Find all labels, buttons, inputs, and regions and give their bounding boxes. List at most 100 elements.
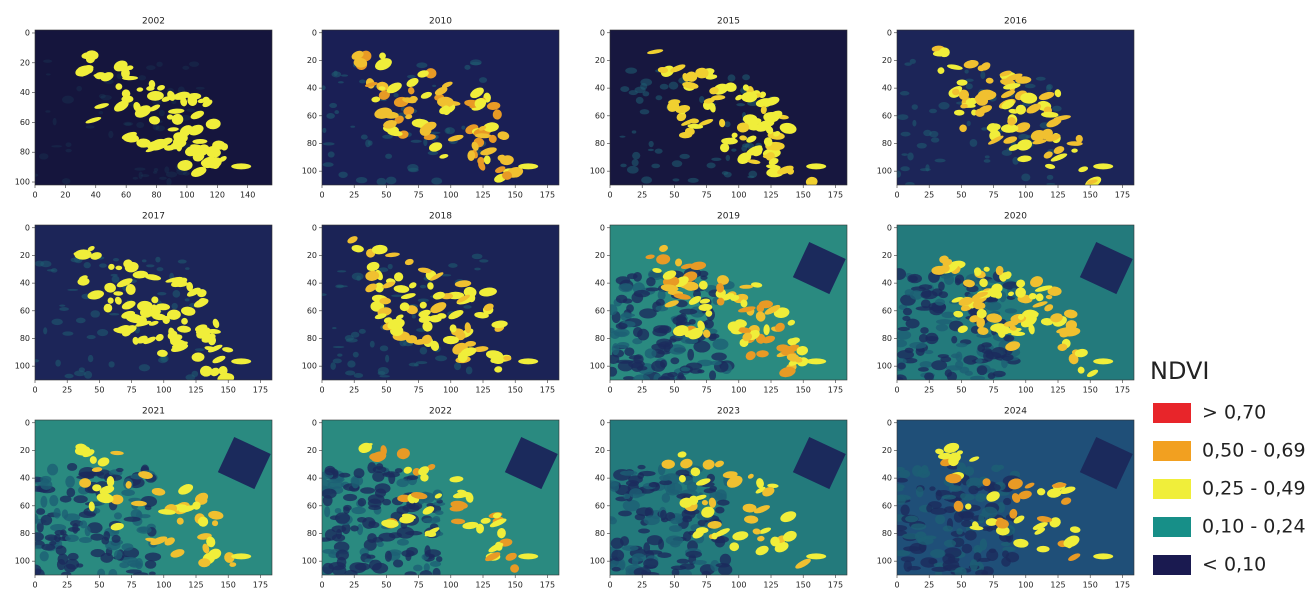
- texture: [343, 494, 357, 501]
- x-tick-label: 25: [637, 386, 647, 395]
- y-tick-label: 40: [20, 279, 30, 288]
- x-tick-label: 175: [540, 191, 555, 200]
- texture: [433, 568, 441, 578]
- texture: [382, 135, 393, 139]
- texture: [474, 268, 481, 271]
- texture: [420, 285, 426, 288]
- texture: [406, 547, 418, 556]
- texture: [935, 299, 945, 306]
- texture: [1052, 106, 1062, 112]
- texture: [126, 569, 142, 573]
- texture: [411, 140, 422, 143]
- y-tick-label: 20: [882, 56, 892, 65]
- texture: [896, 330, 912, 339]
- y-tick-label: 60: [307, 306, 317, 315]
- texture: [925, 164, 929, 171]
- x-tick-label: 100: [443, 386, 458, 395]
- texture: [911, 523, 926, 530]
- x-tick-label: 0: [32, 386, 37, 395]
- texture: [715, 507, 724, 514]
- y-tick-label: 0: [887, 28, 892, 37]
- legend-label: > 0,70: [1202, 402, 1266, 424]
- x-tick-label: 150: [1083, 191, 1098, 200]
- x-tick-label: 25: [349, 386, 359, 395]
- texture: [370, 341, 375, 348]
- texture: [136, 122, 144, 128]
- texture: [930, 549, 945, 558]
- y-tick-label: 40: [20, 474, 30, 483]
- x-tick-label: 80: [151, 191, 161, 200]
- vegetation-patch: [689, 118, 699, 123]
- x-tick-label: 25: [62, 581, 72, 590]
- texture: [616, 295, 627, 304]
- texture: [903, 308, 912, 315]
- texture: [897, 114, 908, 120]
- texture: [627, 166, 639, 174]
- texture: [40, 480, 52, 490]
- texture: [61, 572, 71, 578]
- texture: [396, 479, 408, 488]
- x-tick-label: 75: [127, 581, 137, 590]
- x-tick-label: 0: [32, 581, 37, 590]
- texture: [146, 65, 155, 70]
- texture: [921, 465, 929, 474]
- y-tick-label: 80: [20, 334, 30, 343]
- x-tick-label: 140: [240, 191, 255, 200]
- x-tick-label: 175: [1115, 191, 1130, 200]
- y-tick-label: 60: [595, 501, 605, 510]
- texture: [646, 287, 660, 291]
- texture: [352, 273, 364, 281]
- texture: [358, 498, 366, 506]
- texture: [67, 488, 76, 497]
- y-tick-label: 100: [590, 557, 605, 566]
- texture: [377, 178, 387, 186]
- texture: [332, 327, 336, 329]
- texture: [195, 348, 205, 351]
- texture: [903, 546, 921, 551]
- texture: [109, 361, 115, 367]
- x-tick-label: 40: [91, 191, 101, 200]
- texture: [345, 370, 355, 375]
- panel-title: 2018: [429, 212, 452, 222]
- texture: [157, 267, 164, 271]
- texture: [966, 83, 973, 89]
- texture: [41, 544, 55, 551]
- texture: [629, 90, 638, 95]
- texture: [32, 514, 38, 524]
- x-tick-label: 60: [121, 191, 131, 200]
- vegetation-patch: [806, 358, 826, 364]
- x-tick-label: 20: [60, 191, 70, 200]
- texture: [679, 309, 697, 315]
- texture: [86, 125, 95, 128]
- raster-background: [610, 30, 847, 185]
- y-tick-label: 80: [307, 334, 317, 343]
- vegetation-patch: [510, 564, 519, 573]
- texture: [658, 376, 670, 383]
- texture: [186, 108, 196, 112]
- x-tick-label: 0: [32, 191, 37, 200]
- texture: [904, 62, 911, 65]
- texture: [677, 559, 690, 564]
- y-tick-label: 80: [595, 529, 605, 538]
- texture: [672, 160, 682, 167]
- x-tick-label: 0: [319, 191, 324, 200]
- texture: [432, 85, 436, 87]
- x-tick-label: 100: [179, 191, 194, 200]
- x-tick-label: 25: [924, 191, 934, 200]
- texture: [629, 355, 642, 360]
- texture: [40, 261, 51, 268]
- x-tick-label: 150: [796, 191, 811, 200]
- texture: [724, 172, 732, 178]
- x-tick-label: 50: [381, 191, 391, 200]
- texture: [935, 514, 945, 524]
- y-tick-label: 100: [302, 557, 317, 566]
- texture: [1021, 174, 1030, 182]
- texture: [51, 145, 62, 147]
- texture: [658, 341, 673, 350]
- y-tick-label: 60: [595, 111, 605, 120]
- x-tick-label: 0: [894, 386, 899, 395]
- texture: [897, 362, 906, 369]
- texture: [67, 289, 78, 291]
- texture: [641, 176, 652, 183]
- texture: [79, 537, 92, 543]
